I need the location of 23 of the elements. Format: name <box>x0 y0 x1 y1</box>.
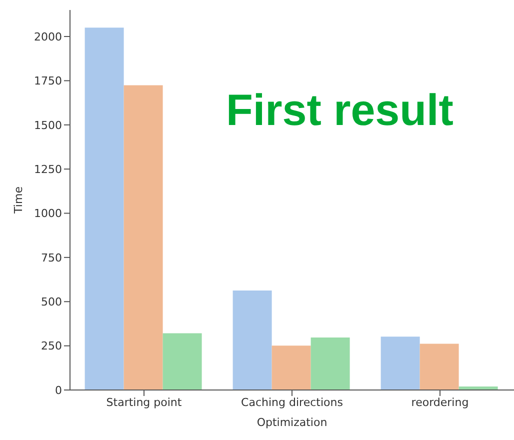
bar <box>124 85 163 390</box>
y-tick-label: 2000 <box>34 30 62 44</box>
y-axis-title: Time <box>12 186 25 214</box>
bar <box>272 346 311 390</box>
y-tick-label: 1250 <box>34 162 62 176</box>
bar <box>420 344 459 390</box>
y-tick-label: 750 <box>41 251 62 264</box>
bar <box>162 333 202 390</box>
y-tick-label: 500 <box>41 296 62 309</box>
y-tick-label: 1000 <box>34 207 62 220</box>
bar <box>380 336 420 390</box>
x-tick-label: Starting point <box>106 396 182 409</box>
y-tick-label: 0 <box>55 384 62 397</box>
y-tick-label: 1750 <box>34 74 62 88</box>
bar <box>232 290 272 390</box>
y-tick-label: 1500 <box>34 118 62 132</box>
y-tick-label: 250 <box>41 340 62 353</box>
bar <box>310 338 350 390</box>
x-axis-title: Optimization <box>256 416 328 429</box>
bar <box>84 28 124 390</box>
x-tick-label: Caching directions <box>241 396 344 409</box>
x-tick-label: reordering <box>411 396 469 409</box>
annotation: First result <box>226 86 454 136</box>
